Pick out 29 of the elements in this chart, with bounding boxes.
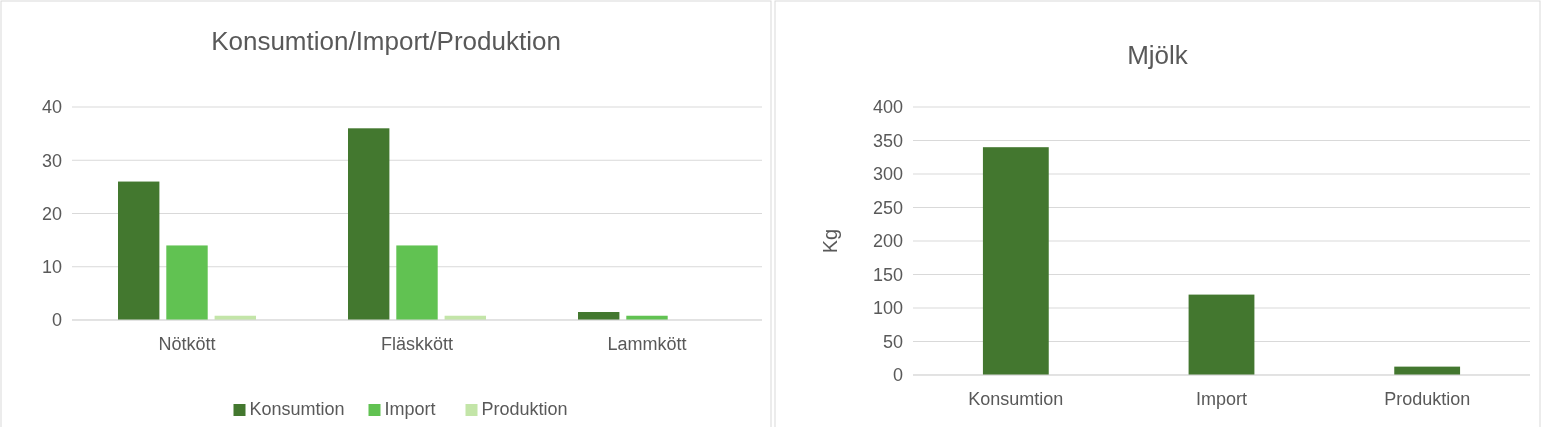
y-tick-label: 30 [41, 150, 62, 171]
y-tick-label: 150 [872, 264, 903, 285]
y-tick-label: 0 [892, 365, 903, 386]
bar [348, 128, 390, 320]
x-tick-label: Nötkött [158, 334, 216, 354]
y-tick-label: 250 [872, 197, 903, 218]
y-axis-title: Kg [819, 228, 841, 254]
bar [1188, 294, 1255, 375]
y-tick-label: 200 [872, 231, 903, 252]
chart-title: Mjölk [1127, 40, 1189, 70]
y-tick-label: 50 [882, 331, 903, 352]
x-tick-label: Konsumtion [968, 389, 1064, 409]
y-tick-label: 10 [41, 257, 62, 278]
bar [396, 245, 438, 320]
bar [166, 245, 208, 320]
y-tick-label: 20 [41, 203, 62, 224]
y-tick-label: 350 [872, 130, 903, 151]
bar [982, 147, 1049, 375]
bar [118, 181, 160, 320]
x-tick-label: Produktion [1384, 389, 1471, 409]
y-tick-label: 40 [41, 97, 62, 118]
y-tick-label: 400 [872, 97, 903, 118]
x-tick-label: Fläskkött [380, 334, 454, 354]
x-tick-label: Import [1195, 389, 1248, 409]
y-tick-label: 0 [51, 310, 62, 331]
chart-title: Konsumtion/Import/Produktion [211, 26, 561, 56]
x-tick-label: Lammkött [607, 334, 687, 354]
y-tick-label: 300 [872, 164, 903, 185]
y-tick-label: 100 [872, 298, 903, 319]
